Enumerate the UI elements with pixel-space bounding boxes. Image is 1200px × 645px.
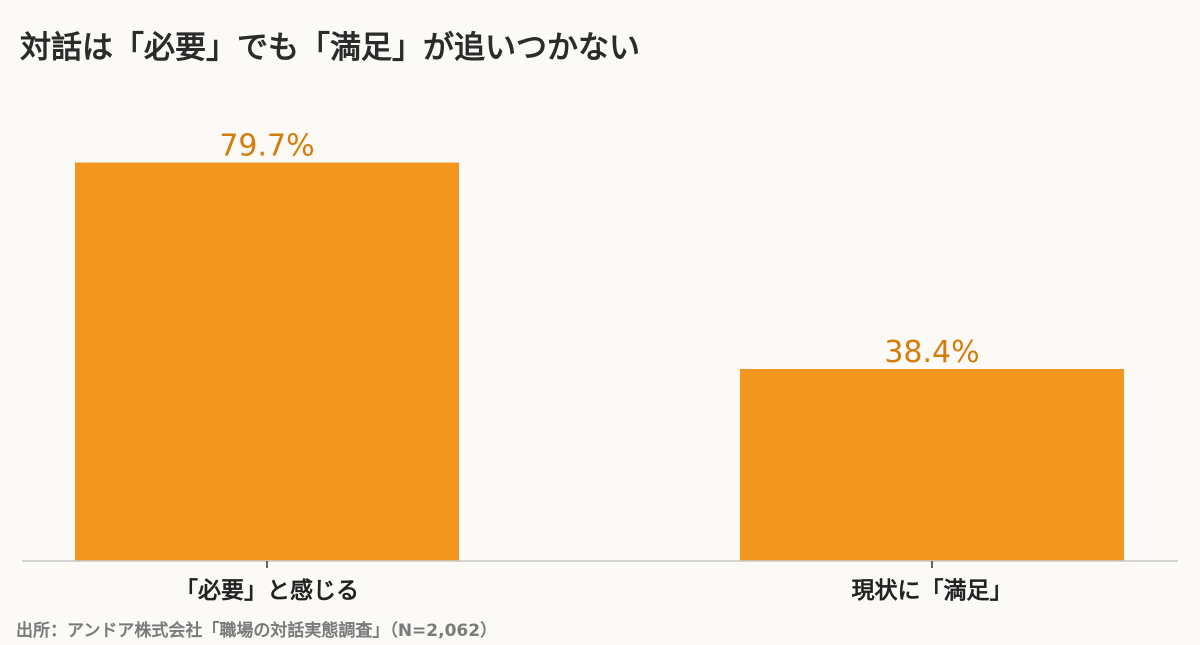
category-label-group: 「必要」と感じる 現状に「満足」 — [175, 577, 1013, 604]
category-label-1: 「必要」と感じる — [175, 577, 359, 604]
chart-title: 対話は「必要」でも「満足」が追いつかない — [20, 30, 640, 66]
value-label-1: 79.7% — [219, 129, 314, 164]
x-tick-group — [266, 561, 933, 568]
bar-group — [75, 162, 1124, 561]
value-label-2: 38.4% — [884, 335, 979, 370]
bar-1 — [75, 162, 459, 561]
bar-2 — [740, 369, 1124, 561]
bar-chart: 79.7% 38.4% 「必要」と感じる 現状に「満足」 — [22, 129, 1178, 604]
source-note: 出所：アンドア株式会社「職場の対話実態調査」（N=2,062） — [16, 621, 498, 641]
value-label-group: 79.7% 38.4% — [219, 129, 979, 371]
category-label-2: 現状に「満足」 — [852, 577, 1013, 604]
